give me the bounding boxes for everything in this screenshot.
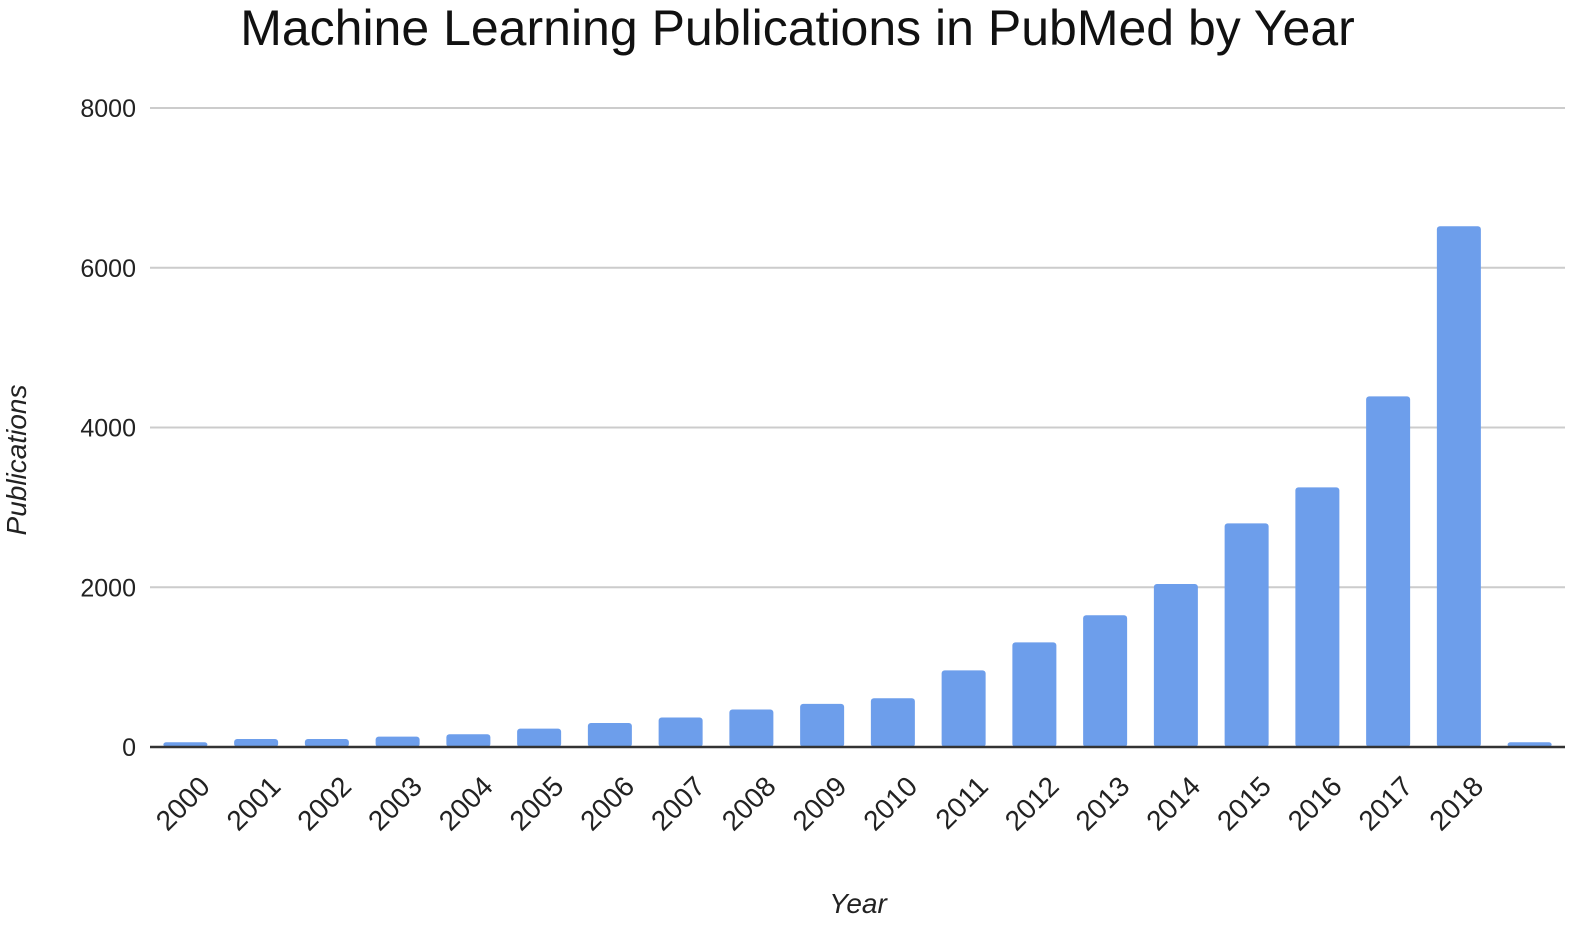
chart-title: Machine Learning Publications in PubMed … bbox=[240, 0, 1355, 56]
bar bbox=[870, 698, 915, 747]
bar bbox=[234, 739, 279, 747]
y-tick-label: 2000 bbox=[80, 574, 136, 602]
bar bbox=[729, 709, 774, 747]
x-tick-label: 2010 bbox=[857, 770, 923, 836]
x-tick-label: 2013 bbox=[1070, 770, 1136, 836]
x-tick-label: 2003 bbox=[362, 770, 428, 836]
x-tick-label: 2008 bbox=[716, 770, 782, 836]
x-axis-ticks: 2000 2001 2002 2003 2004 2005 2006 2007 2008 2009… bbox=[150, 770, 1489, 836]
bar bbox=[1295, 487, 1340, 747]
bar bbox=[1012, 642, 1057, 747]
x-tick-label: 2001 bbox=[221, 770, 287, 836]
x-tick-label: 2011 bbox=[930, 770, 995, 835]
x-tick-label: 2002 bbox=[291, 770, 357, 836]
bar bbox=[800, 703, 845, 747]
bar bbox=[517, 728, 562, 747]
y-tick-label: 0 bbox=[122, 734, 136, 762]
bar bbox=[1153, 584, 1198, 747]
x-axis-title: Year bbox=[829, 888, 888, 919]
bar bbox=[1436, 226, 1481, 748]
bar bbox=[304, 739, 349, 747]
x-tick-label: 2015 bbox=[1211, 770, 1277, 836]
bar bbox=[1083, 615, 1128, 747]
bar bbox=[1224, 523, 1269, 747]
x-tick-label: 2012 bbox=[999, 770, 1065, 836]
y-tick-label: 8000 bbox=[80, 95, 136, 123]
x-tick-label: 2006 bbox=[574, 770, 640, 836]
y-axis-ticks: 0 2000 4000 6000 8000 bbox=[80, 95, 136, 762]
x-tick-label: 2007 bbox=[645, 770, 711, 836]
y-tick-label: 4000 bbox=[80, 415, 136, 443]
x-tick-label: 2009 bbox=[787, 770, 853, 836]
x-tick-label: 2005 bbox=[504, 770, 570, 836]
bars bbox=[163, 226, 1552, 748]
bar bbox=[941, 670, 986, 747]
x-tick-label: 2004 bbox=[433, 770, 499, 836]
y-axis-title: Publications bbox=[1, 385, 32, 536]
x-tick-label: 2016 bbox=[1282, 770, 1348, 836]
bar bbox=[1366, 396, 1411, 747]
y-tick-label: 6000 bbox=[80, 255, 136, 283]
bar bbox=[658, 717, 703, 747]
x-tick-label: 2018 bbox=[1423, 770, 1489, 836]
bar bbox=[446, 734, 491, 747]
bar bbox=[587, 723, 632, 747]
x-tick-label: 2017 bbox=[1353, 770, 1419, 836]
x-tick-label: 2014 bbox=[1140, 770, 1206, 836]
gridlines bbox=[150, 107, 1565, 589]
x-tick-label: 2000 bbox=[150, 770, 216, 836]
bar bbox=[375, 736, 420, 747]
